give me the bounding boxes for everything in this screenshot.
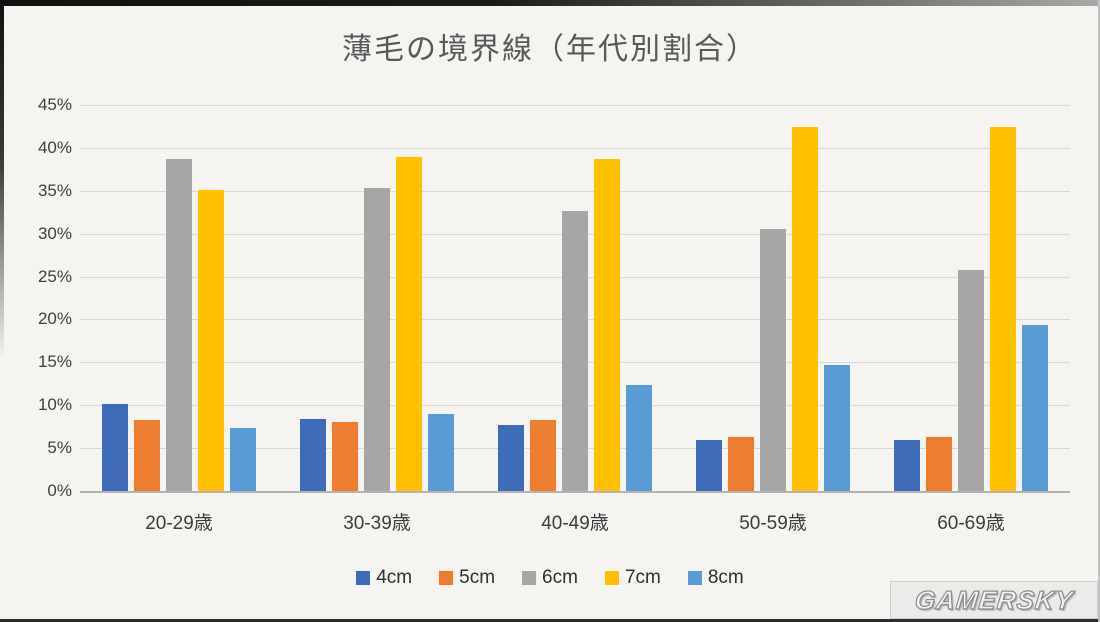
- x-category-label: 60-69歳: [937, 513, 1005, 534]
- bar-group: [80, 105, 278, 491]
- bar-4cm: [696, 440, 722, 491]
- legend-label: 4cm: [376, 567, 413, 588]
- x-axis-labels: 20-29歳 30-39歳 40-49歳 50-59歳 60-69歳: [80, 508, 1070, 535]
- bar-5cm: [728, 437, 754, 491]
- chart-title: 薄毛の境界線（年代別割合）: [342, 33, 758, 66]
- bar-5cm: [134, 419, 160, 491]
- bar-7cm: [594, 159, 620, 491]
- bar-8cm: [824, 364, 850, 491]
- legend-swatch: [604, 571, 619, 585]
- bar-6cm: [760, 228, 786, 491]
- legend-item: 4cm: [356, 567, 412, 589]
- legend-swatch: [439, 571, 454, 585]
- legend-item: 7cm: [604, 567, 661, 589]
- bar-4cm: [498, 425, 524, 491]
- legend-label: 7cm: [624, 567, 661, 588]
- bar-8cm: [428, 413, 454, 491]
- bar-6cm: [364, 188, 390, 491]
- bar-6cm: [166, 159, 192, 491]
- bar-6cm: [958, 269, 984, 491]
- legend-swatch: [356, 571, 371, 585]
- frame-edge-bottom: [0, 619, 1100, 622]
- bar-4cm: [102, 404, 128, 491]
- watermark-text: GAMERSKY: [913, 584, 1076, 615]
- watermark-badge: GAMERSKY: [890, 581, 1098, 619]
- frame-edge-right: [1098, 0, 1100, 622]
- y-tick-label: 30%: [37, 223, 72, 243]
- bar-5cm: [926, 437, 952, 491]
- bar-8cm: [1022, 325, 1048, 491]
- legend-item: 8cm: [687, 567, 744, 589]
- plot-area: [80, 105, 1070, 493]
- bar-7cm: [198, 189, 224, 491]
- y-tick-label: 10%: [37, 395, 72, 415]
- bar-8cm: [230, 427, 256, 491]
- x-category-label: 50-59歳: [739, 513, 807, 534]
- bar-groups: [80, 105, 1070, 491]
- legend-swatch: [687, 571, 702, 585]
- bar-7cm: [990, 127, 1016, 491]
- frame-edge-left: [0, 0, 4, 360]
- bar-group: [278, 105, 476, 491]
- legend-item: 6cm: [522, 567, 578, 589]
- bar-6cm: [562, 211, 588, 491]
- legend-label: 6cm: [542, 567, 578, 588]
- legend-label: 5cm: [459, 567, 496, 588]
- legend: 4cm 5cm 6cm 7cm 8cm: [0, 567, 1100, 589]
- legend-swatch: [522, 571, 537, 585]
- x-category-label: 40-49歳: [541, 513, 609, 534]
- x-category-label: 20-29歳: [145, 513, 213, 534]
- bar-7cm: [792, 127, 818, 491]
- y-tick-label: 35%: [37, 180, 72, 200]
- y-tick-label: 25%: [37, 266, 72, 286]
- y-tick-label: 45%: [37, 95, 72, 114]
- legend-label: 8cm: [707, 567, 744, 588]
- bar-7cm: [396, 156, 422, 491]
- gridline: [80, 491, 1070, 493]
- y-tick-label: 5%: [47, 438, 72, 458]
- y-tick-label: 40%: [37, 137, 72, 157]
- x-category-label: 30-39歳: [343, 513, 411, 534]
- bar-group: [476, 105, 674, 491]
- gridline: [80, 147, 1070, 149]
- y-tick-label: 20%: [37, 309, 72, 329]
- bar-5cm: [530, 419, 556, 491]
- gridline: [80, 105, 1070, 106]
- frame-edge-top: [0, 0, 1100, 6]
- bar-group: [674, 105, 872, 491]
- y-tick-label: 15%: [37, 352, 72, 372]
- bar-4cm: [894, 440, 920, 491]
- bar-4cm: [300, 418, 326, 491]
- bar-group: [872, 105, 1070, 491]
- y-axis: 45% 40% 35% 30% 25% 20% 15% 10% 5% 0%: [0, 95, 72, 500]
- bar-5cm: [332, 421, 358, 491]
- gridline: [80, 190, 1070, 192]
- y-tick-label: 0%: [47, 481, 72, 500]
- bar-8cm: [626, 384, 652, 491]
- legend-item: 5cm: [439, 567, 495, 589]
